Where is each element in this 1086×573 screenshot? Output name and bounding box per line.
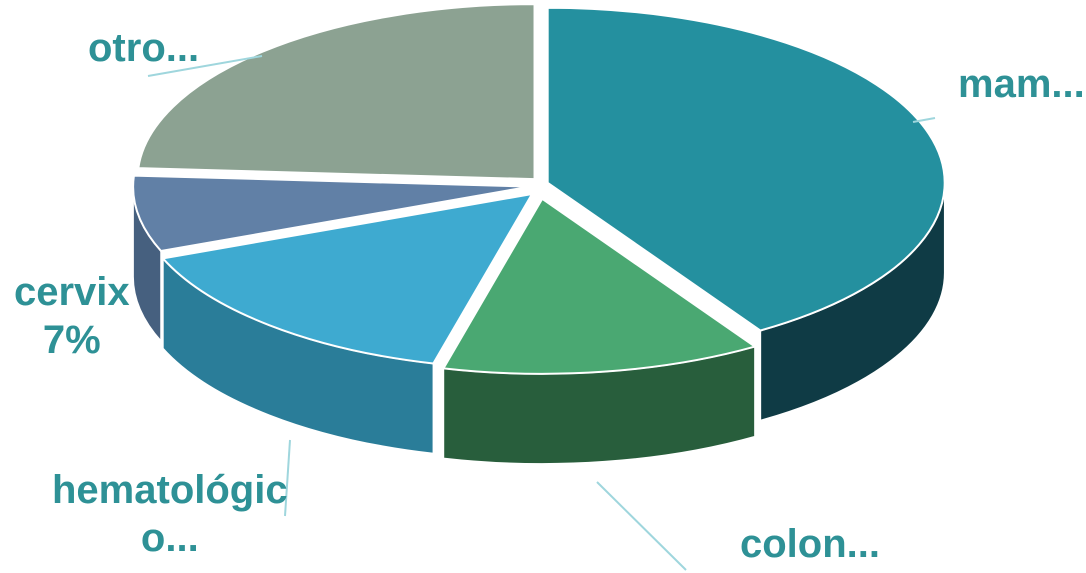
slice-cervix (132, 174, 531, 253)
slice-colon (441, 197, 758, 375)
slice-label-otro: otro... (88, 26, 200, 70)
slice-mam (546, 6, 946, 332)
slice-hema (160, 192, 535, 365)
slice-label-colon: colon... (740, 522, 880, 566)
leader-line-otro (147, 55, 263, 77)
slice-value-cervix: 7% (42, 318, 101, 362)
leader-line-mam (912, 117, 936, 123)
leader-line-colon (596, 481, 687, 571)
slice-label-cervix: cervix 7% (14, 270, 130, 362)
slice-label-mam: mam... (958, 62, 1085, 106)
slice-label-hematologico: hematológic o... (52, 468, 288, 560)
slice-otro (137, 3, 536, 181)
leader-line-hema (284, 439, 291, 517)
